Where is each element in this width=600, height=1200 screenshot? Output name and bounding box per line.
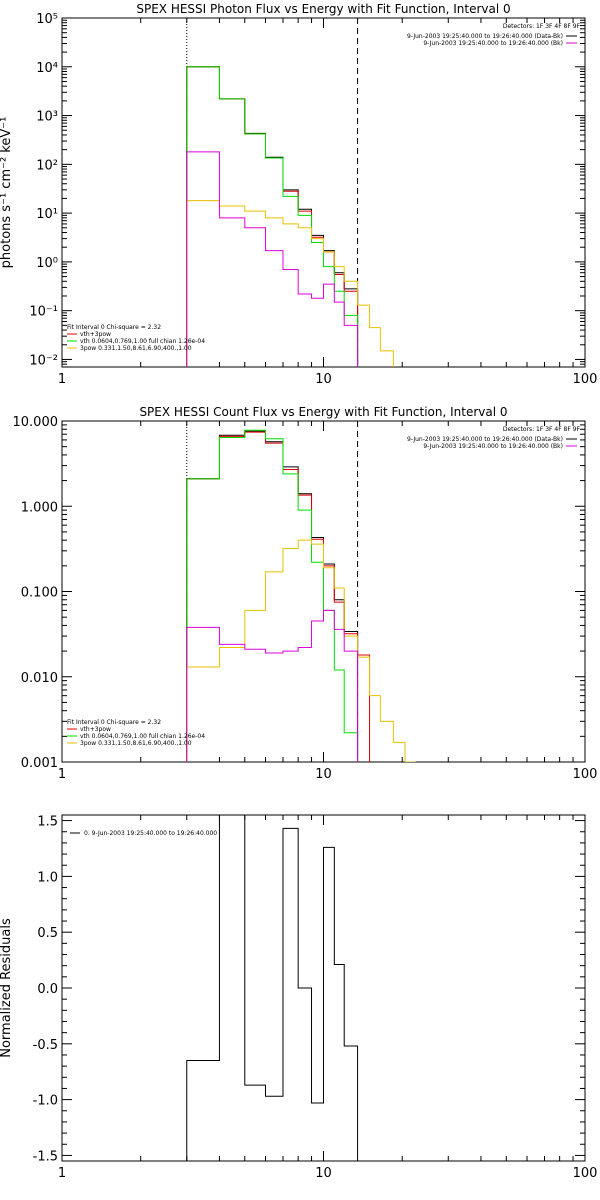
series-step-line-3 — [186, 200, 394, 367]
y-tick-label: 10⁻² — [29, 353, 58, 368]
x-tick-label: 10 — [315, 767, 332, 782]
y-tick-label: 10.000 — [13, 415, 59, 430]
count-flux-panel: SPEX HESSI Count Flux vs Energy with Fit… — [13, 405, 598, 782]
series-step-line-4 — [186, 609, 359, 762]
y-tick-label: 0.010 — [21, 671, 58, 686]
legend-right-label: 9-Jun-2003 19:25:40.000 to 19:26:40.000 … — [407, 436, 563, 443]
legend-left-label: Fit Interval 0 Chi-square = 2.32 — [67, 719, 161, 726]
series-step-line-0 — [186, 815, 359, 1161]
y-tick-label: 10⁴ — [36, 61, 58, 76]
detectors-label: Detectors: 1F 3F 4F 8F 9F — [503, 426, 581, 433]
legend-left-label: 3pow 0.331,1.50,8.61,6.90,400.,1.00 — [80, 740, 192, 747]
x-tick-label: 1 — [58, 1166, 66, 1181]
legend-left-label: 3pow 0.331,1.50,8.61,6.90,400.,1.00 — [80, 345, 192, 352]
y-axis-label: Normalized Residuals — [0, 918, 14, 1058]
legend-right-label: 9-Jun-2003 19:25:40.000 to 19:26:40.000 … — [423, 40, 563, 47]
y-axis-label: photons s⁻¹ cm⁻² keV⁻¹ — [0, 117, 14, 269]
x-tick-label: 100 — [573, 767, 598, 782]
y-tick-label: 10² — [36, 158, 58, 173]
y-tick-label: 1.000 — [21, 500, 58, 515]
plot-frame — [61, 17, 586, 368]
legend-left-label: vth+3pow — [80, 726, 111, 733]
y-tick-label: 10⁵ — [36, 12, 58, 27]
x-tick-label: 100 — [573, 372, 598, 387]
y-tick-label: 0.5 — [37, 926, 58, 941]
x-tick-label: 1 — [58, 767, 66, 782]
y-tick-label: 10⁰ — [36, 256, 58, 271]
series-step-line-1 — [186, 431, 371, 762]
x-tick-label: 10 — [315, 372, 332, 387]
legend-left-label: vth+3pow — [80, 331, 111, 338]
series-step-line-2 — [186, 429, 359, 762]
y-tick-label: -1.5 — [33, 1149, 58, 1164]
y-tick-label: 10⁻¹ — [29, 305, 58, 320]
legend-right-label: 9-Jun-2003 19:25:40.000 to 19:26:40.000 … — [407, 33, 563, 40]
legend-left-label: Fit Interval 0 Chi-square = 2.32 — [67, 324, 161, 331]
legend-right-label: 9-Jun-2003 19:25:40.000 to 19:26:40.000 … — [423, 443, 563, 450]
y-tick-label: -0.5 — [33, 1038, 58, 1053]
legend-left-label: vth 0.0604,0.769,1.00 full chian 1.26e-0… — [80, 733, 205, 740]
y-tick-label: 0.100 — [21, 586, 58, 601]
x-tick-label: 10 — [315, 1166, 332, 1181]
y-tick-label: 1.0 — [37, 870, 58, 885]
x-tick-label: 100 — [573, 1166, 598, 1181]
y-tick-label: 0.001 — [21, 756, 58, 771]
series-step-line-2 — [186, 66, 359, 367]
series-step-line-1 — [186, 66, 359, 367]
detectors-label: Detectors: 1F 3F 4F 8F 9F — [503, 23, 581, 30]
series-step-line-0 — [186, 430, 359, 762]
legend-left-label: 0. 9-Jun-2003 19:25:40.000 to 19:26:40.0… — [84, 830, 217, 837]
y-tick-label: -1.0 — [33, 1094, 58, 1109]
series-step-line-4 — [186, 151, 359, 367]
x-tick-label: 1 — [58, 372, 66, 387]
series-step-line-3 — [186, 539, 416, 762]
legend-left-label: vth 0.0604,0.769,1.00 full chian 1.26e-0… — [80, 338, 205, 345]
y-tick-label: 10³ — [36, 110, 58, 125]
y-tick-label: 0.0 — [37, 982, 58, 997]
y-tick-label: 1.5 — [37, 815, 58, 830]
photon-flux-panel: SPEX HESSI Photon Flux vs Energy with Fi… — [0, 2, 597, 387]
series-step-line-0 — [186, 66, 359, 367]
chart-title: SPEX HESSI Count Flux vs Energy with Fit… — [139, 405, 507, 419]
y-tick-label: 10¹ — [36, 207, 58, 222]
chart-title: SPEX HESSI Photon Flux vs Energy with Fi… — [136, 2, 510, 16]
residuals-panel: 1 10 100 -1.5 -1.0 -0.5 0.0 0.5 1.0 1.5 Normalized… — [0, 814, 598, 1181]
